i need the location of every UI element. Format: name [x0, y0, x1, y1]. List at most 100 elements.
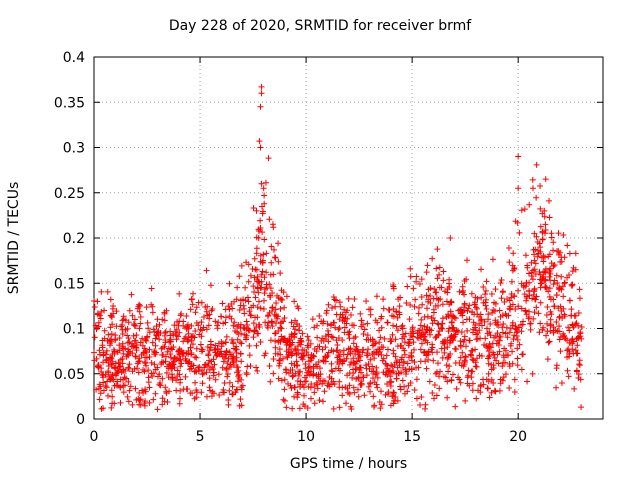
data-point: [380, 305, 387, 312]
data-point: [509, 319, 516, 326]
data-point: [177, 363, 184, 370]
data-point: [107, 375, 114, 382]
data-point: [184, 386, 191, 393]
data-point: [544, 356, 551, 363]
data-point: [565, 324, 572, 331]
data-point: [526, 308, 533, 315]
data-point: [254, 278, 261, 285]
data-point: [261, 192, 268, 199]
data-point: [518, 328, 525, 335]
data-point: [280, 396, 287, 403]
data-point: [162, 384, 169, 391]
data-point: [466, 316, 473, 323]
data-point: [562, 335, 569, 342]
data-point: [261, 236, 268, 243]
data-point: [281, 397, 288, 404]
data-point: [339, 337, 346, 344]
data-point: [265, 155, 272, 162]
data-point: [124, 351, 131, 358]
data-point: [473, 305, 480, 312]
data-point: [103, 347, 110, 354]
data-point: [551, 261, 558, 268]
data-point: [456, 288, 463, 295]
data-point: [466, 337, 473, 344]
data-point: [489, 256, 496, 263]
data-point: [470, 326, 477, 333]
data-point: [203, 326, 210, 333]
data-point: [392, 394, 399, 400]
data-point: [124, 393, 131, 400]
data-point: [299, 330, 306, 337]
data-point: [236, 375, 243, 382]
data-point: [542, 226, 549, 233]
data-point: [423, 365, 430, 372]
data-point: [254, 367, 261, 374]
data-point: [323, 307, 330, 314]
data-point: [384, 371, 391, 378]
data-point: [553, 384, 560, 391]
data-point: [397, 294, 404, 301]
data-point: [465, 305, 472, 312]
data-point: [478, 266, 485, 273]
data-point: [209, 364, 216, 371]
data-point: [313, 379, 320, 386]
data-point: [204, 363, 211, 370]
data-point: [356, 352, 363, 359]
data-point: [483, 278, 490, 285]
data-point: [277, 270, 284, 277]
data-point: [328, 360, 335, 367]
data-point: [578, 335, 585, 342]
data-point: [174, 355, 181, 362]
data-point: [461, 359, 468, 366]
data-point: [440, 277, 447, 284]
data-point: [512, 306, 519, 313]
data-point: [439, 325, 446, 332]
data-point: [292, 370, 299, 377]
y-tick-label: 0: [76, 412, 85, 428]
data-point: [460, 307, 467, 314]
data-point: [152, 335, 159, 342]
data-point: [414, 334, 421, 341]
data-point: [201, 362, 208, 369]
data-point: [199, 380, 206, 387]
data-point: [238, 262, 245, 269]
y-tick-label: 0.4: [63, 50, 85, 66]
data-point: [361, 392, 368, 399]
data-point: [464, 380, 471, 387]
data-point: [463, 257, 470, 264]
data-point: [219, 300, 226, 307]
data-point: [532, 246, 539, 253]
data-point: [397, 386, 404, 393]
data-point: [109, 321, 116, 328]
data-point: [569, 268, 576, 275]
data-point: [141, 368, 148, 375]
data-point: [349, 304, 356, 311]
data-point: [392, 353, 399, 360]
data-point: [319, 335, 326, 342]
data-point: [336, 404, 343, 411]
data-point: [236, 402, 243, 409]
y-tick-label: 0.05: [54, 367, 85, 383]
data-point: [129, 312, 136, 319]
data-point: [185, 336, 192, 343]
data-point: [137, 401, 144, 408]
data-point: [370, 338, 377, 345]
data-point: [415, 304, 422, 311]
data-point: [309, 316, 316, 323]
data-point: [352, 333, 359, 340]
data-point: [237, 350, 244, 357]
data-point: [398, 323, 405, 330]
data-point: [283, 293, 290, 300]
data-point: [216, 391, 223, 398]
data-point: [133, 396, 140, 403]
data-point: [546, 214, 553, 221]
data-point: [145, 367, 152, 374]
data-point: [93, 355, 100, 362]
data-point: [393, 323, 400, 330]
data-point: [226, 387, 233, 394]
data-point: [350, 322, 357, 329]
data-point: [574, 350, 581, 357]
data-point: [250, 302, 257, 309]
data-point: [353, 358, 360, 365]
data-point: [424, 313, 431, 320]
